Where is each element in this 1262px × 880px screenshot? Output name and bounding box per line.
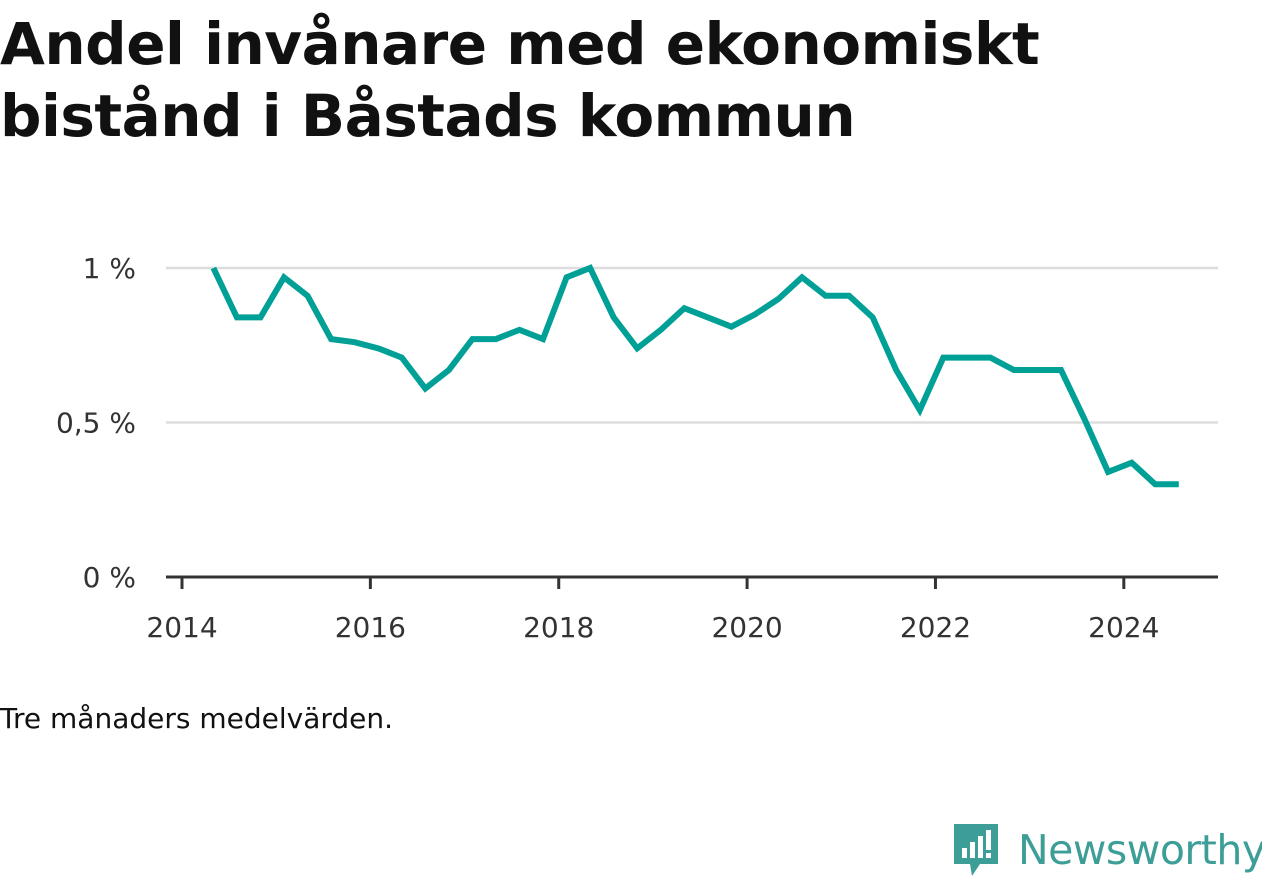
x-axis: 2014 2016 2018 2020 2022 2024 (146, 575, 1218, 644)
footnote: Tre månaders medelvärden. (0, 702, 394, 735)
y-tick-label: 1 % (83, 252, 136, 285)
x-tick-label: 2018 (523, 611, 594, 644)
line-chart: 0 % 0,5 % 1 % 2014 2016 2018 2020 2022 2024 (56, 252, 1218, 644)
x-tick-label: 2014 (146, 611, 217, 644)
chart-title: Andel invånare med ekonomiskt bistånd i … (0, 10, 1040, 150)
newsworthy-logo-icon (954, 824, 998, 876)
x-tick-label: 2022 (900, 611, 971, 644)
brand-name: Newsworthy (1018, 826, 1262, 874)
brand-logo[interactable]: Newsworthy (950, 820, 1262, 880)
y-tick-label: 0 % (83, 561, 136, 594)
x-tick-label: 2020 (711, 611, 782, 644)
x-tick-label: 2024 (1088, 611, 1159, 644)
series-line (210, 264, 1179, 488)
series-layer (210, 264, 1179, 488)
y-tick-label: 0,5 % (56, 407, 136, 440)
x-tick-label: 2016 (335, 611, 406, 644)
gridlines (166, 266, 1218, 424)
y-axis-ticks: 0 % 0,5 % 1 % (56, 252, 136, 594)
